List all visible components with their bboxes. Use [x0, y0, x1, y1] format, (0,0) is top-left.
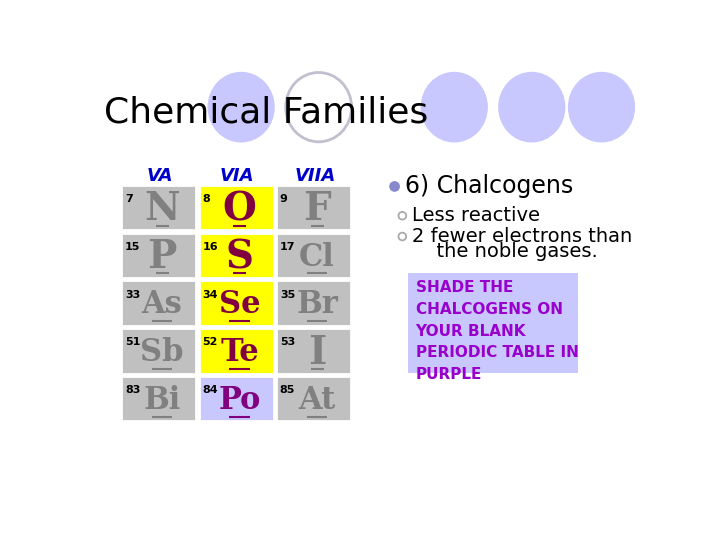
Text: 17: 17 [280, 242, 295, 252]
Bar [121, 280, 196, 326]
Text: 84: 84 [202, 385, 218, 395]
Bar [276, 233, 351, 278]
Text: 35: 35 [280, 289, 295, 300]
Text: SHADE THE
CHALCOGENS ON
YOUR BLANK
PERIODIC TABLE IN
PURPLE: SHADE THE CHALCOGENS ON YOUR BLANK PERIO… [415, 280, 578, 382]
Text: Po: Po [218, 385, 261, 416]
Bar [276, 185, 351, 231]
Text: Br: Br [296, 289, 338, 320]
Circle shape [398, 212, 406, 220]
Text: the noble gases.: the noble gases. [424, 242, 598, 261]
Bar [276, 280, 351, 326]
Bar [121, 233, 196, 278]
Ellipse shape [208, 72, 274, 142]
Text: 16: 16 [202, 242, 218, 252]
Text: P: P [148, 238, 177, 276]
Ellipse shape [421, 72, 487, 142]
Bar [121, 328, 196, 374]
Text: Less reactive: Less reactive [413, 206, 541, 225]
Text: Bi: Bi [143, 385, 181, 416]
Ellipse shape [499, 72, 564, 142]
Text: 33: 33 [125, 289, 140, 300]
Bar [121, 185, 196, 231]
Bar [199, 376, 274, 421]
Text: F: F [303, 190, 331, 228]
Bar [276, 376, 351, 421]
Bar [121, 376, 196, 421]
Text: 15: 15 [125, 242, 140, 252]
Text: 53: 53 [280, 338, 295, 347]
Text: VIIA: VIIA [294, 167, 336, 185]
Text: As: As [142, 289, 182, 320]
Ellipse shape [569, 72, 634, 142]
Text: 85: 85 [280, 385, 295, 395]
Text: I: I [308, 334, 326, 372]
Text: 83: 83 [125, 385, 140, 395]
Text: Cl: Cl [300, 241, 335, 273]
Circle shape [390, 182, 399, 191]
Bar [276, 328, 351, 374]
Text: 34: 34 [202, 289, 218, 300]
Text: 52: 52 [202, 338, 217, 347]
Text: O: O [222, 190, 256, 228]
Text: 51: 51 [125, 338, 140, 347]
Text: Sb: Sb [140, 337, 184, 368]
Text: VA: VA [146, 167, 173, 185]
Text: S: S [225, 238, 253, 276]
Text: Se: Se [219, 289, 261, 320]
Text: At: At [299, 385, 336, 416]
Bar [408, 273, 578, 373]
Text: Te: Te [220, 337, 259, 368]
Text: 7: 7 [125, 194, 132, 204]
Text: Chemical Families: Chemical Families [104, 96, 428, 130]
Ellipse shape [286, 72, 351, 142]
Text: 2 fewer electrons than: 2 fewer electrons than [413, 227, 633, 246]
Text: N: N [144, 190, 180, 228]
Bar [199, 185, 274, 231]
Bar [199, 328, 274, 374]
Text: 9: 9 [280, 194, 288, 204]
Text: 6) Chalcogens: 6) Chalcogens [405, 174, 574, 199]
Circle shape [398, 233, 406, 240]
Bar [199, 233, 274, 278]
Text: VIA: VIA [220, 167, 254, 185]
Bar [199, 280, 274, 326]
Text: 8: 8 [202, 194, 210, 204]
